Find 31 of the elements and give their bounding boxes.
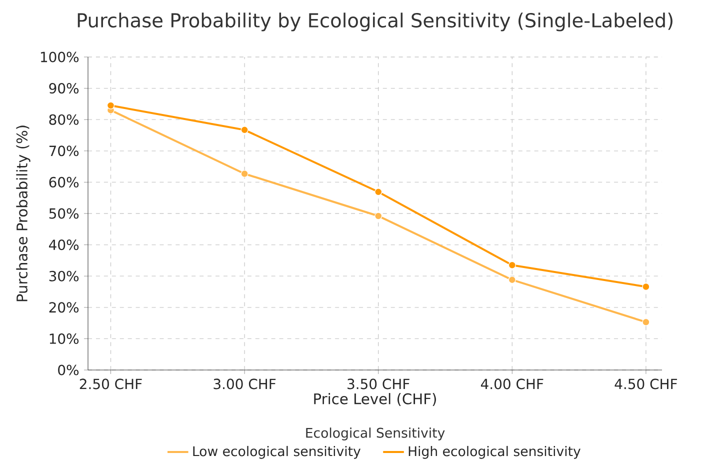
y-tick-label: 10% (50, 333, 79, 344)
y-tick-label: 0% (58, 364, 79, 376)
point (642, 282, 650, 291)
legend-label: Low ecological sensitivity (193, 446, 361, 459)
legend-title: Ecological Sensitivity (306, 428, 445, 440)
point (374, 188, 382, 196)
chart-title: Purchase Probability by Ecological Sensitivity (Single-Labeled) (78, 12, 672, 32)
point (642, 318, 650, 326)
y-tick-label: 50% (49, 208, 79, 219)
y-tick-label: 90% (49, 83, 79, 94)
point (240, 170, 248, 178)
y-tick-label: 60% (49, 176, 79, 188)
x-tick-label: 4.50 CHF (614, 378, 677, 390)
point (508, 261, 516, 269)
y-tick-label: 30% (49, 270, 79, 282)
y-tick-label: 20% (49, 302, 79, 313)
y-tick-label: 80% (49, 114, 79, 125)
point (508, 276, 516, 284)
point (374, 212, 382, 220)
legend-label: High ecological sensitivity (408, 446, 580, 459)
y-axis-title: Purchase Probability (%) (16, 126, 30, 302)
point (106, 102, 115, 110)
x-tick-label: 4.00 CHF (480, 378, 544, 390)
x-tick-label: 3.00 CHF (214, 378, 276, 390)
y-tick-label: 100% (40, 52, 79, 62)
y-tick-label: 70% (49, 146, 79, 156)
x-tick-label: 2.50 CHF (80, 378, 142, 390)
x-axis-title: Price Level (CHF) (314, 393, 436, 406)
y-tick-label: 40% (49, 240, 79, 250)
x-tick-label: 3.50 CHF (348, 378, 410, 390)
point (240, 126, 248, 134)
